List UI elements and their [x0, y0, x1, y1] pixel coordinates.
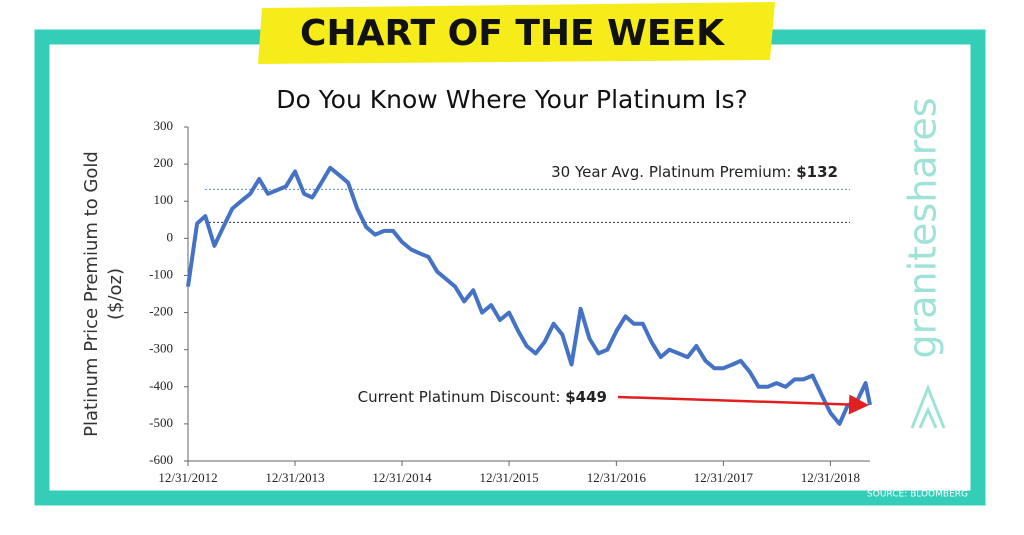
annotation-text: Current Platinum Discount: [358, 388, 566, 406]
banner-bg [258, 2, 775, 64]
banner: CHART OF THE WEEK [300, 13, 725, 54]
y-tick-label: 100 [154, 192, 174, 207]
y-tick-label: -300 [149, 341, 173, 356]
x-tick-label: 12/31/2017 [694, 470, 754, 485]
y-axis-label: ($/oz) [105, 268, 126, 320]
annotation: 30 Year Avg. Platinum Premium: $132 [551, 163, 838, 181]
data-line [186, 165, 872, 426]
y-tick-label: 300 [154, 118, 174, 133]
y-axis-label: Platinum Price Premium to Gold [81, 151, 102, 437]
y-tick-label: -500 [149, 415, 173, 430]
x-tick-label: 12/31/2013 [265, 470, 324, 485]
annotation-value: $449 [565, 388, 607, 406]
brand-icon [910, 383, 946, 429]
x-tick-label: 12/31/2016 [587, 470, 647, 485]
y-tick-label: 0 [167, 229, 174, 244]
y-tick-label: 200 [154, 155, 174, 170]
y-tick-label: -600 [149, 452, 173, 467]
annotation: Current Platinum Discount: $449 [358, 388, 607, 406]
source: SOURCE: BLOOMBERG [867, 490, 968, 500]
x-tick-label: 12/31/2018 [801, 470, 860, 485]
x-tick-label: 12/31/2012 [158, 470, 217, 485]
x-tick-label: 12/31/2014 [372, 470, 432, 485]
annotation-text: 30 Year Avg. Platinum Premium: [551, 163, 796, 181]
chart-title: Do You Know Where Your Platinum Is? [276, 85, 748, 114]
brand: graniteshares [901, 97, 945, 358]
y-tick-label: -200 [149, 304, 173, 319]
y-tick-label: -400 [149, 378, 173, 393]
y-tick-label: -100 [149, 266, 173, 281]
annotation-arrow [617, 394, 869, 415]
x-tick-label: 12/31/2015 [479, 470, 538, 485]
annotation-value: $132 [796, 163, 838, 181]
